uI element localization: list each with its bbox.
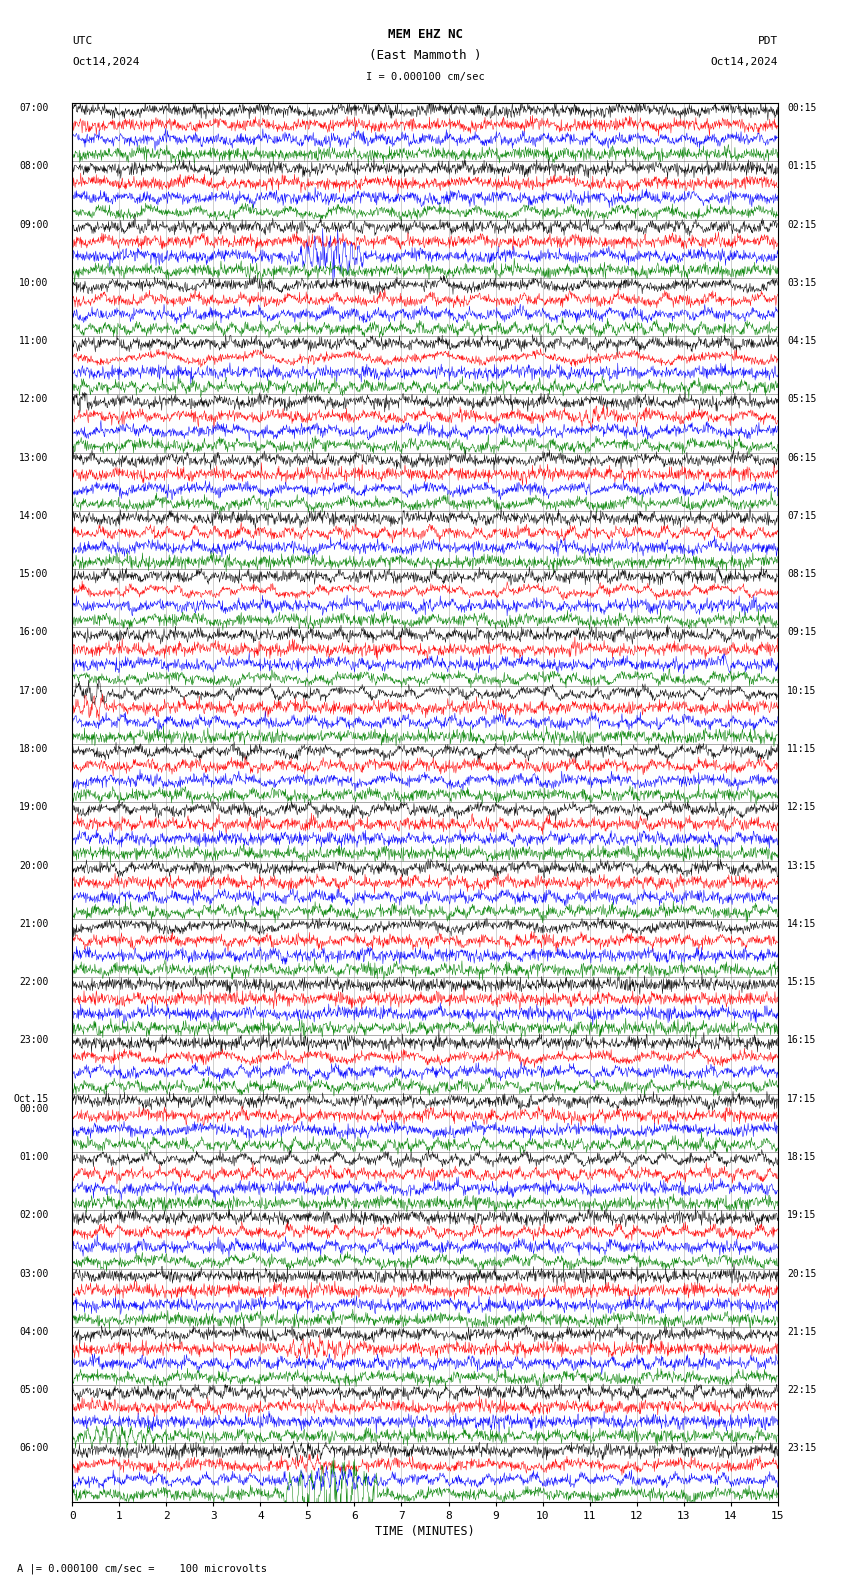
Text: 19:00: 19:00 <box>20 802 48 813</box>
Text: 10:00: 10:00 <box>20 277 48 288</box>
Text: 02:15: 02:15 <box>787 220 817 230</box>
Text: 20:15: 20:15 <box>787 1269 817 1278</box>
Text: 16:15: 16:15 <box>787 1036 817 1045</box>
Text: 06:15: 06:15 <box>787 453 817 463</box>
Text: 23:00: 23:00 <box>20 1036 48 1045</box>
Text: I = 0.000100 cm/sec: I = 0.000100 cm/sec <box>366 73 484 82</box>
Text: 20:00: 20:00 <box>20 860 48 871</box>
Text: 22:00: 22:00 <box>20 977 48 987</box>
Text: 06:00: 06:00 <box>20 1443 48 1454</box>
Text: (East Mammoth ): (East Mammoth ) <box>369 49 481 62</box>
Text: 23:15: 23:15 <box>787 1443 817 1454</box>
Text: 09:15: 09:15 <box>787 627 817 637</box>
Text: 14:15: 14:15 <box>787 919 817 928</box>
Text: PDT: PDT <box>757 36 778 46</box>
Text: 17:00: 17:00 <box>20 686 48 695</box>
Text: 22:15: 22:15 <box>787 1384 817 1396</box>
Text: 13:00: 13:00 <box>20 453 48 463</box>
Text: 21:00: 21:00 <box>20 919 48 928</box>
Text: 11:15: 11:15 <box>787 744 817 754</box>
Text: MEM EHZ NC: MEM EHZ NC <box>388 29 462 41</box>
Text: 13:15: 13:15 <box>787 860 817 871</box>
Text: 21:15: 21:15 <box>787 1327 817 1337</box>
Text: 03:00: 03:00 <box>20 1269 48 1278</box>
Text: A |= 0.000100 cm/sec =    100 microvolts: A |= 0.000100 cm/sec = 100 microvolts <box>17 1563 267 1574</box>
Text: UTC: UTC <box>72 36 93 46</box>
Text: Oct.15
00:00: Oct.15 00:00 <box>14 1093 48 1115</box>
Text: 17:15: 17:15 <box>787 1093 817 1104</box>
Text: 04:15: 04:15 <box>787 336 817 345</box>
Text: 00:15: 00:15 <box>787 103 817 112</box>
Text: 15:15: 15:15 <box>787 977 817 987</box>
Text: Oct14,2024: Oct14,2024 <box>711 57 778 67</box>
Text: 05:00: 05:00 <box>20 1384 48 1396</box>
Text: 02:00: 02:00 <box>20 1210 48 1220</box>
Text: 08:00: 08:00 <box>20 162 48 171</box>
Text: 18:15: 18:15 <box>787 1152 817 1163</box>
Text: 07:00: 07:00 <box>20 103 48 112</box>
Text: 03:15: 03:15 <box>787 277 817 288</box>
Text: 12:00: 12:00 <box>20 394 48 404</box>
Text: 14:00: 14:00 <box>20 512 48 521</box>
Text: 16:00: 16:00 <box>20 627 48 637</box>
Text: 05:15: 05:15 <box>787 394 817 404</box>
Text: 12:15: 12:15 <box>787 802 817 813</box>
Text: 19:15: 19:15 <box>787 1210 817 1220</box>
Text: 07:15: 07:15 <box>787 512 817 521</box>
Text: 11:00: 11:00 <box>20 336 48 345</box>
Text: 10:15: 10:15 <box>787 686 817 695</box>
Text: 09:00: 09:00 <box>20 220 48 230</box>
Text: 04:00: 04:00 <box>20 1327 48 1337</box>
Text: 15:00: 15:00 <box>20 569 48 580</box>
Text: 01:00: 01:00 <box>20 1152 48 1163</box>
Text: 08:15: 08:15 <box>787 569 817 580</box>
Text: Oct14,2024: Oct14,2024 <box>72 57 139 67</box>
Text: 01:15: 01:15 <box>787 162 817 171</box>
X-axis label: TIME (MINUTES): TIME (MINUTES) <box>375 1525 475 1538</box>
Text: 18:00: 18:00 <box>20 744 48 754</box>
